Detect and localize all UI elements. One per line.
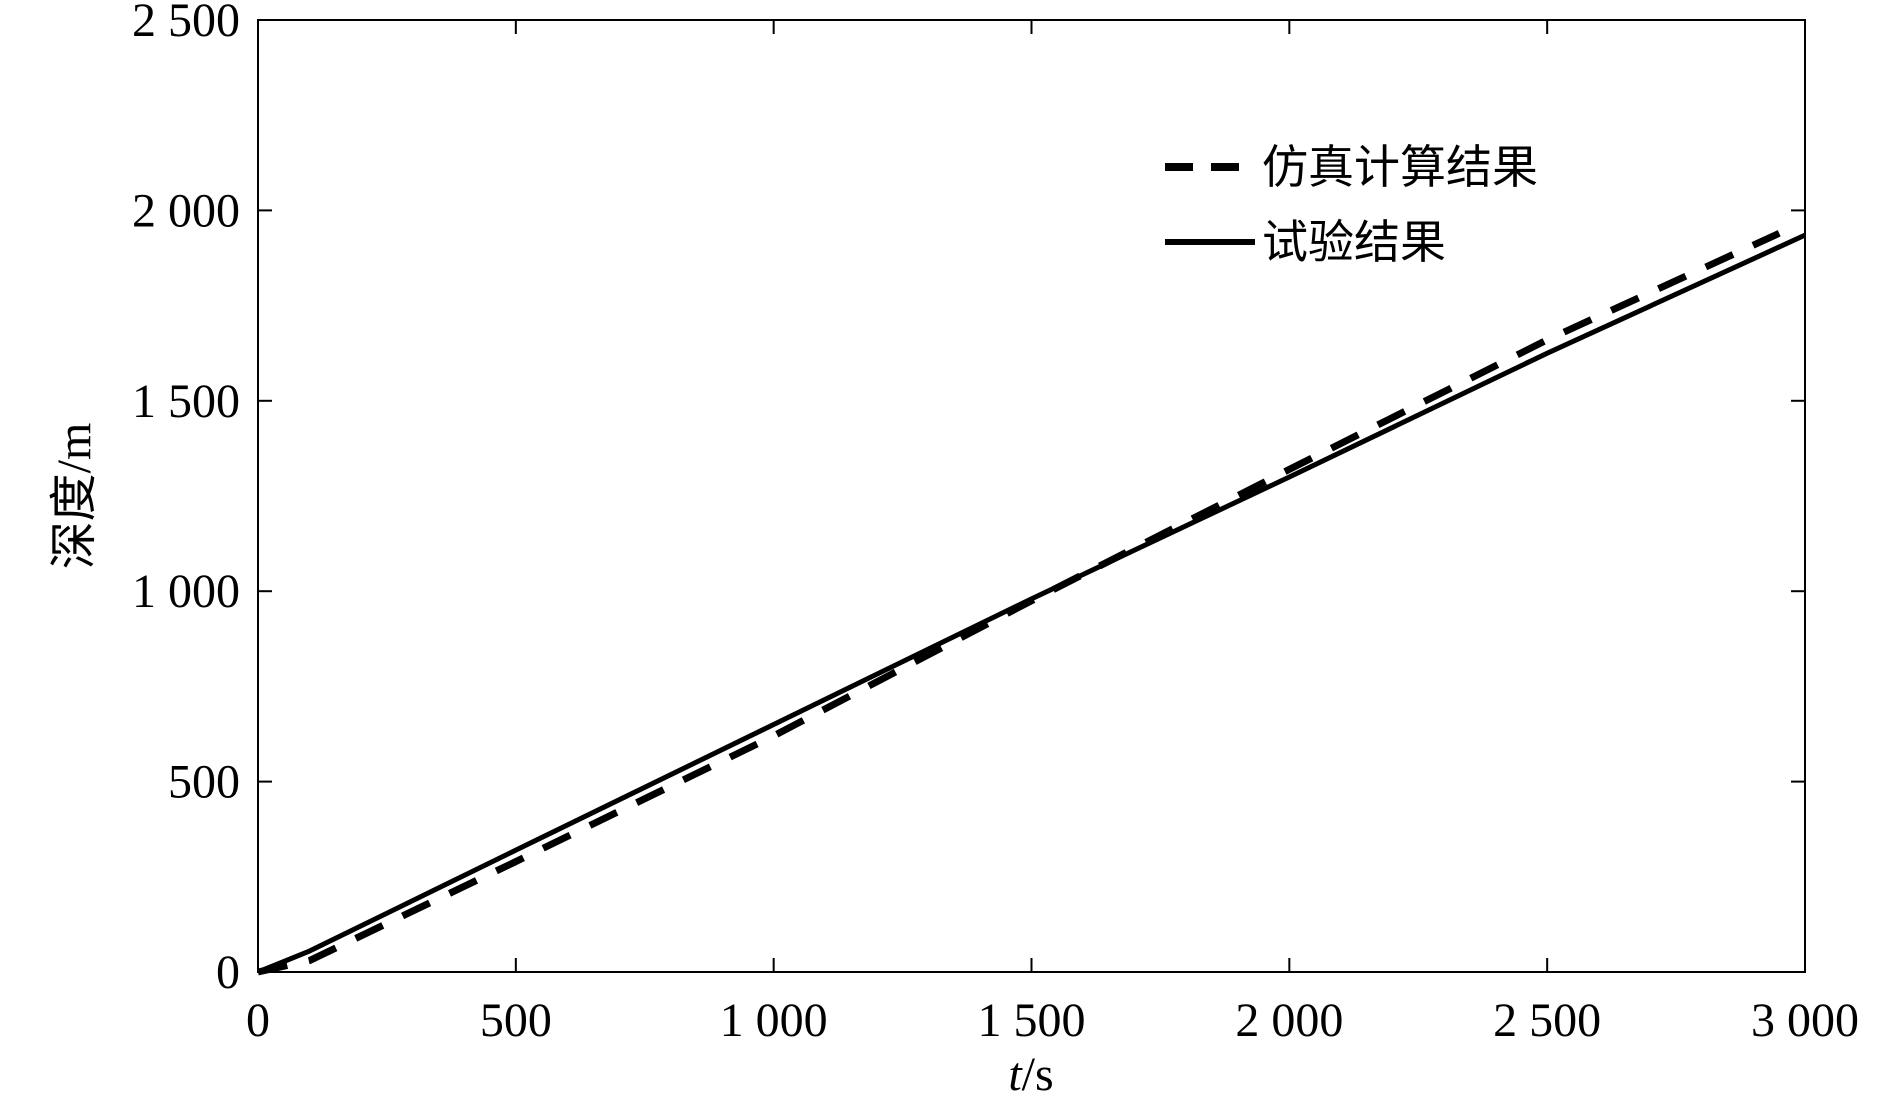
y-tick-label: 1 000 [132,565,240,618]
ticks [257,19,1806,973]
plot-frame [257,19,1806,973]
x-tick-label: 2 000 [1235,994,1343,1047]
x-tick-label: 500 [480,994,552,1047]
legend: 仿真计算结果 试验结果 [1165,140,1538,269]
y-axis-label: 深度/m [48,423,101,570]
x-tick-label: 2 500 [1493,994,1601,1047]
legend-label-simulation: 仿真计算结果 [1262,140,1538,194]
y-tick-label: 2 000 [132,184,240,237]
y-tick-label: 500 [168,756,240,809]
series-line-experiment [257,232,1807,975]
x-tick-label: 0 [246,994,270,1047]
tick-labels: 0 500 1 000 1 500 2 000 2 500 3 000 0 500 1 000 1 … [132,0,1859,1047]
x-tick-label: 3 000 [1751,994,1859,1047]
series-lines [257,230,1807,976]
y-tick-label: 1 500 [132,375,240,428]
x-axis-label: t/s [1008,1048,1053,1096]
y-tick-label: 2 500 [132,0,240,47]
x-tick-label: 1 500 [978,994,1086,1047]
legend-label-experiment: 试验结果 [1262,215,1446,269]
y-tick-label: 0 [216,946,240,999]
x-tick-label: 1 000 [720,994,828,1047]
x-axis-label-unit: /s [1022,1048,1054,1096]
x-axis-label-italic: t [1008,1048,1023,1096]
